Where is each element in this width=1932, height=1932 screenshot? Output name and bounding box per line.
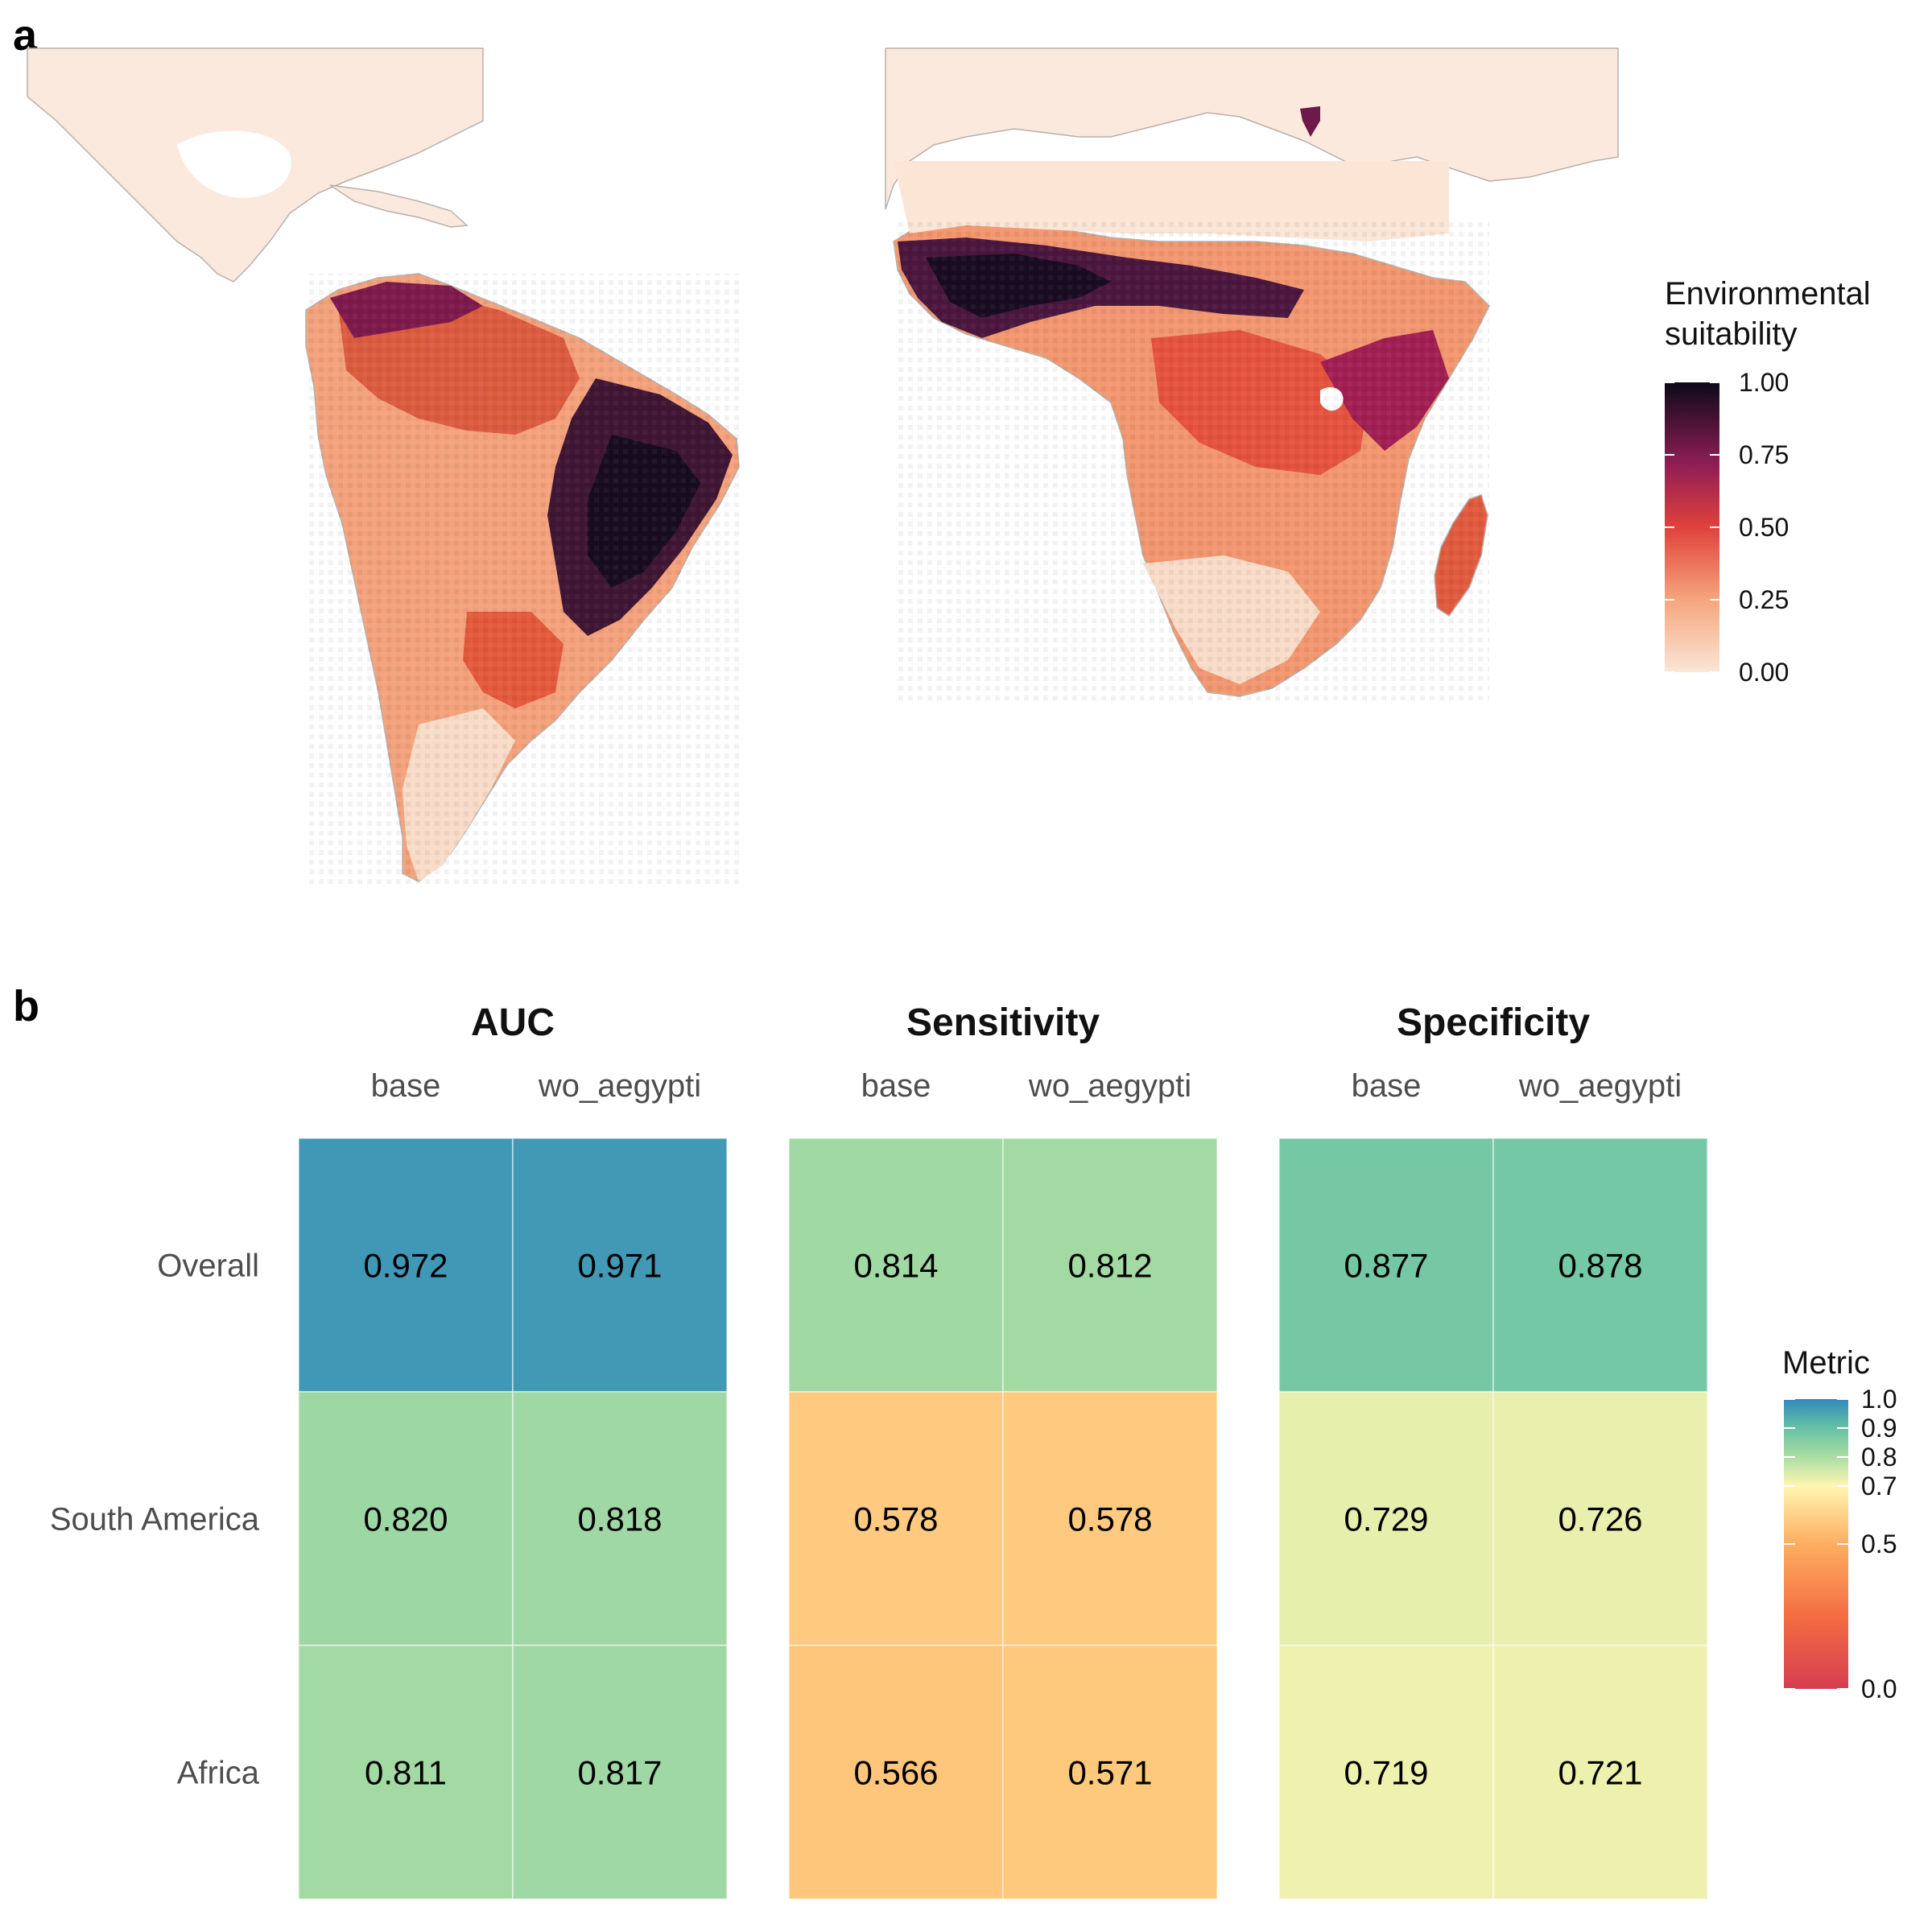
europe-middle-east-landmass <box>885 47 1619 210</box>
heatmap-cell <box>512 1391 728 1646</box>
metric-legend: Metric 1.00.90.80.7 0.5 0.0 <box>1782 1345 1897 1703</box>
heatmap-cell <box>298 1137 514 1393</box>
map-pixel-texture-sa <box>306 274 741 886</box>
nile-delta <box>1300 106 1320 137</box>
column-label: base <box>861 1068 931 1104</box>
heatmap-cell <box>1278 1645 1494 1900</box>
heatmap-cell-label: 0.571 <box>1067 1754 1152 1792</box>
heatmap-cell <box>1492 1645 1708 1900</box>
suitability-tick-label: 0.00 <box>1739 658 1789 687</box>
heatmap-cell-label: 0.878 <box>1558 1247 1642 1285</box>
heatmap-cell <box>1002 1645 1218 1900</box>
metric-tick-label: 1.0 <box>1861 1385 1897 1414</box>
heatmap-cell-label: 0.817 <box>577 1754 662 1792</box>
facet-title-sensitivity: Sensitivity <box>906 1001 1100 1044</box>
suitability-tick-label: 0.25 <box>1739 585 1789 614</box>
metric-tick-label: 0.9 <box>1861 1414 1897 1443</box>
heatmap-cell <box>1492 1137 1708 1393</box>
heatmap-cell-label: 0.729 <box>1344 1501 1428 1538</box>
facet-title-specificity: Specificity <box>1397 1001 1590 1044</box>
heatmap-cell <box>512 1645 728 1900</box>
caribbean-islands <box>329 184 469 228</box>
metric-tick-label: 0.7 <box>1861 1472 1897 1501</box>
heatmap-cell <box>298 1645 514 1900</box>
row-label: South America <box>50 1502 260 1538</box>
map-pixel-texture-af <box>894 217 1489 700</box>
facet-title-auc: AUC <box>471 1001 555 1044</box>
heatmap-cell-label: 0.812 <box>1067 1247 1152 1285</box>
heatmap-cell <box>298 1391 514 1646</box>
suitability-legend: Environmental suitability 1.00 0.75 0.50 0.… <box>1665 276 1871 687</box>
heatmap-cell-label: 0.877 <box>1344 1247 1428 1285</box>
heatmap-cell <box>1492 1391 1708 1646</box>
metric-tick-label: 0.0 <box>1861 1674 1897 1703</box>
heatmap-cell <box>788 1137 1004 1393</box>
column-label: base <box>1352 1068 1422 1104</box>
heatmap-cell <box>1278 1391 1494 1646</box>
heatmap-cell-label: 0.726 <box>1558 1501 1642 1538</box>
heatmap-cell <box>1002 1137 1218 1393</box>
metric-legend-title: Metric <box>1782 1345 1870 1381</box>
suitability-map <box>27 47 1619 886</box>
row-label: Africa <box>177 1756 260 1791</box>
heatmap-cell <box>512 1137 728 1393</box>
column-label: wo_aegypti <box>1518 1068 1682 1104</box>
heatmap-cell-label: 0.814 <box>853 1247 938 1285</box>
heatmap-cell <box>788 1645 1004 1900</box>
row-label: Overall <box>157 1249 259 1284</box>
heatmap-cell-label: 0.972 <box>363 1247 448 1285</box>
suitability-tick-label: 0.75 <box>1739 440 1789 469</box>
heatmap-cell-label: 0.719 <box>1344 1754 1428 1792</box>
suitability-tick-label: 0.50 <box>1739 513 1789 542</box>
heatmap-cell-label: 0.578 <box>1067 1501 1152 1538</box>
heatmap-cell-label: 0.566 <box>853 1754 938 1792</box>
metric-heatmap: AUC base wo_aegypti 0.972 0.971 0.820 0.818 0.8… <box>50 1001 1708 1900</box>
heatmap-cell-label: 0.578 <box>853 1501 938 1538</box>
heatmap-cell-label: 0.818 <box>577 1501 662 1538</box>
heatmap-cell-label: 0.811 <box>365 1754 447 1792</box>
panel-label-b: b <box>13 982 39 1030</box>
suitability-tick-label: 1.00 <box>1739 368 1789 397</box>
suitability-legend-title-line1: Environmental <box>1665 276 1871 312</box>
heatmap-cell <box>1002 1391 1218 1646</box>
heatmap-cell-label: 0.820 <box>363 1501 448 1538</box>
heatmap-cell-label: 0.971 <box>577 1247 662 1285</box>
gulf-of-mexico <box>177 130 291 198</box>
heatmap-cell-label: 0.721 <box>1558 1754 1642 1792</box>
suitability-legend-title-line2: suitability <box>1665 316 1798 352</box>
column-label: wo_aegypti <box>538 1068 701 1104</box>
column-label: base <box>371 1068 441 1104</box>
metric-tick-label: 0.5 <box>1861 1530 1897 1558</box>
column-label: wo_aegypti <box>1028 1068 1191 1104</box>
heatmap-cell <box>788 1391 1004 1646</box>
metric-tick-label: 0.8 <box>1861 1443 1897 1472</box>
